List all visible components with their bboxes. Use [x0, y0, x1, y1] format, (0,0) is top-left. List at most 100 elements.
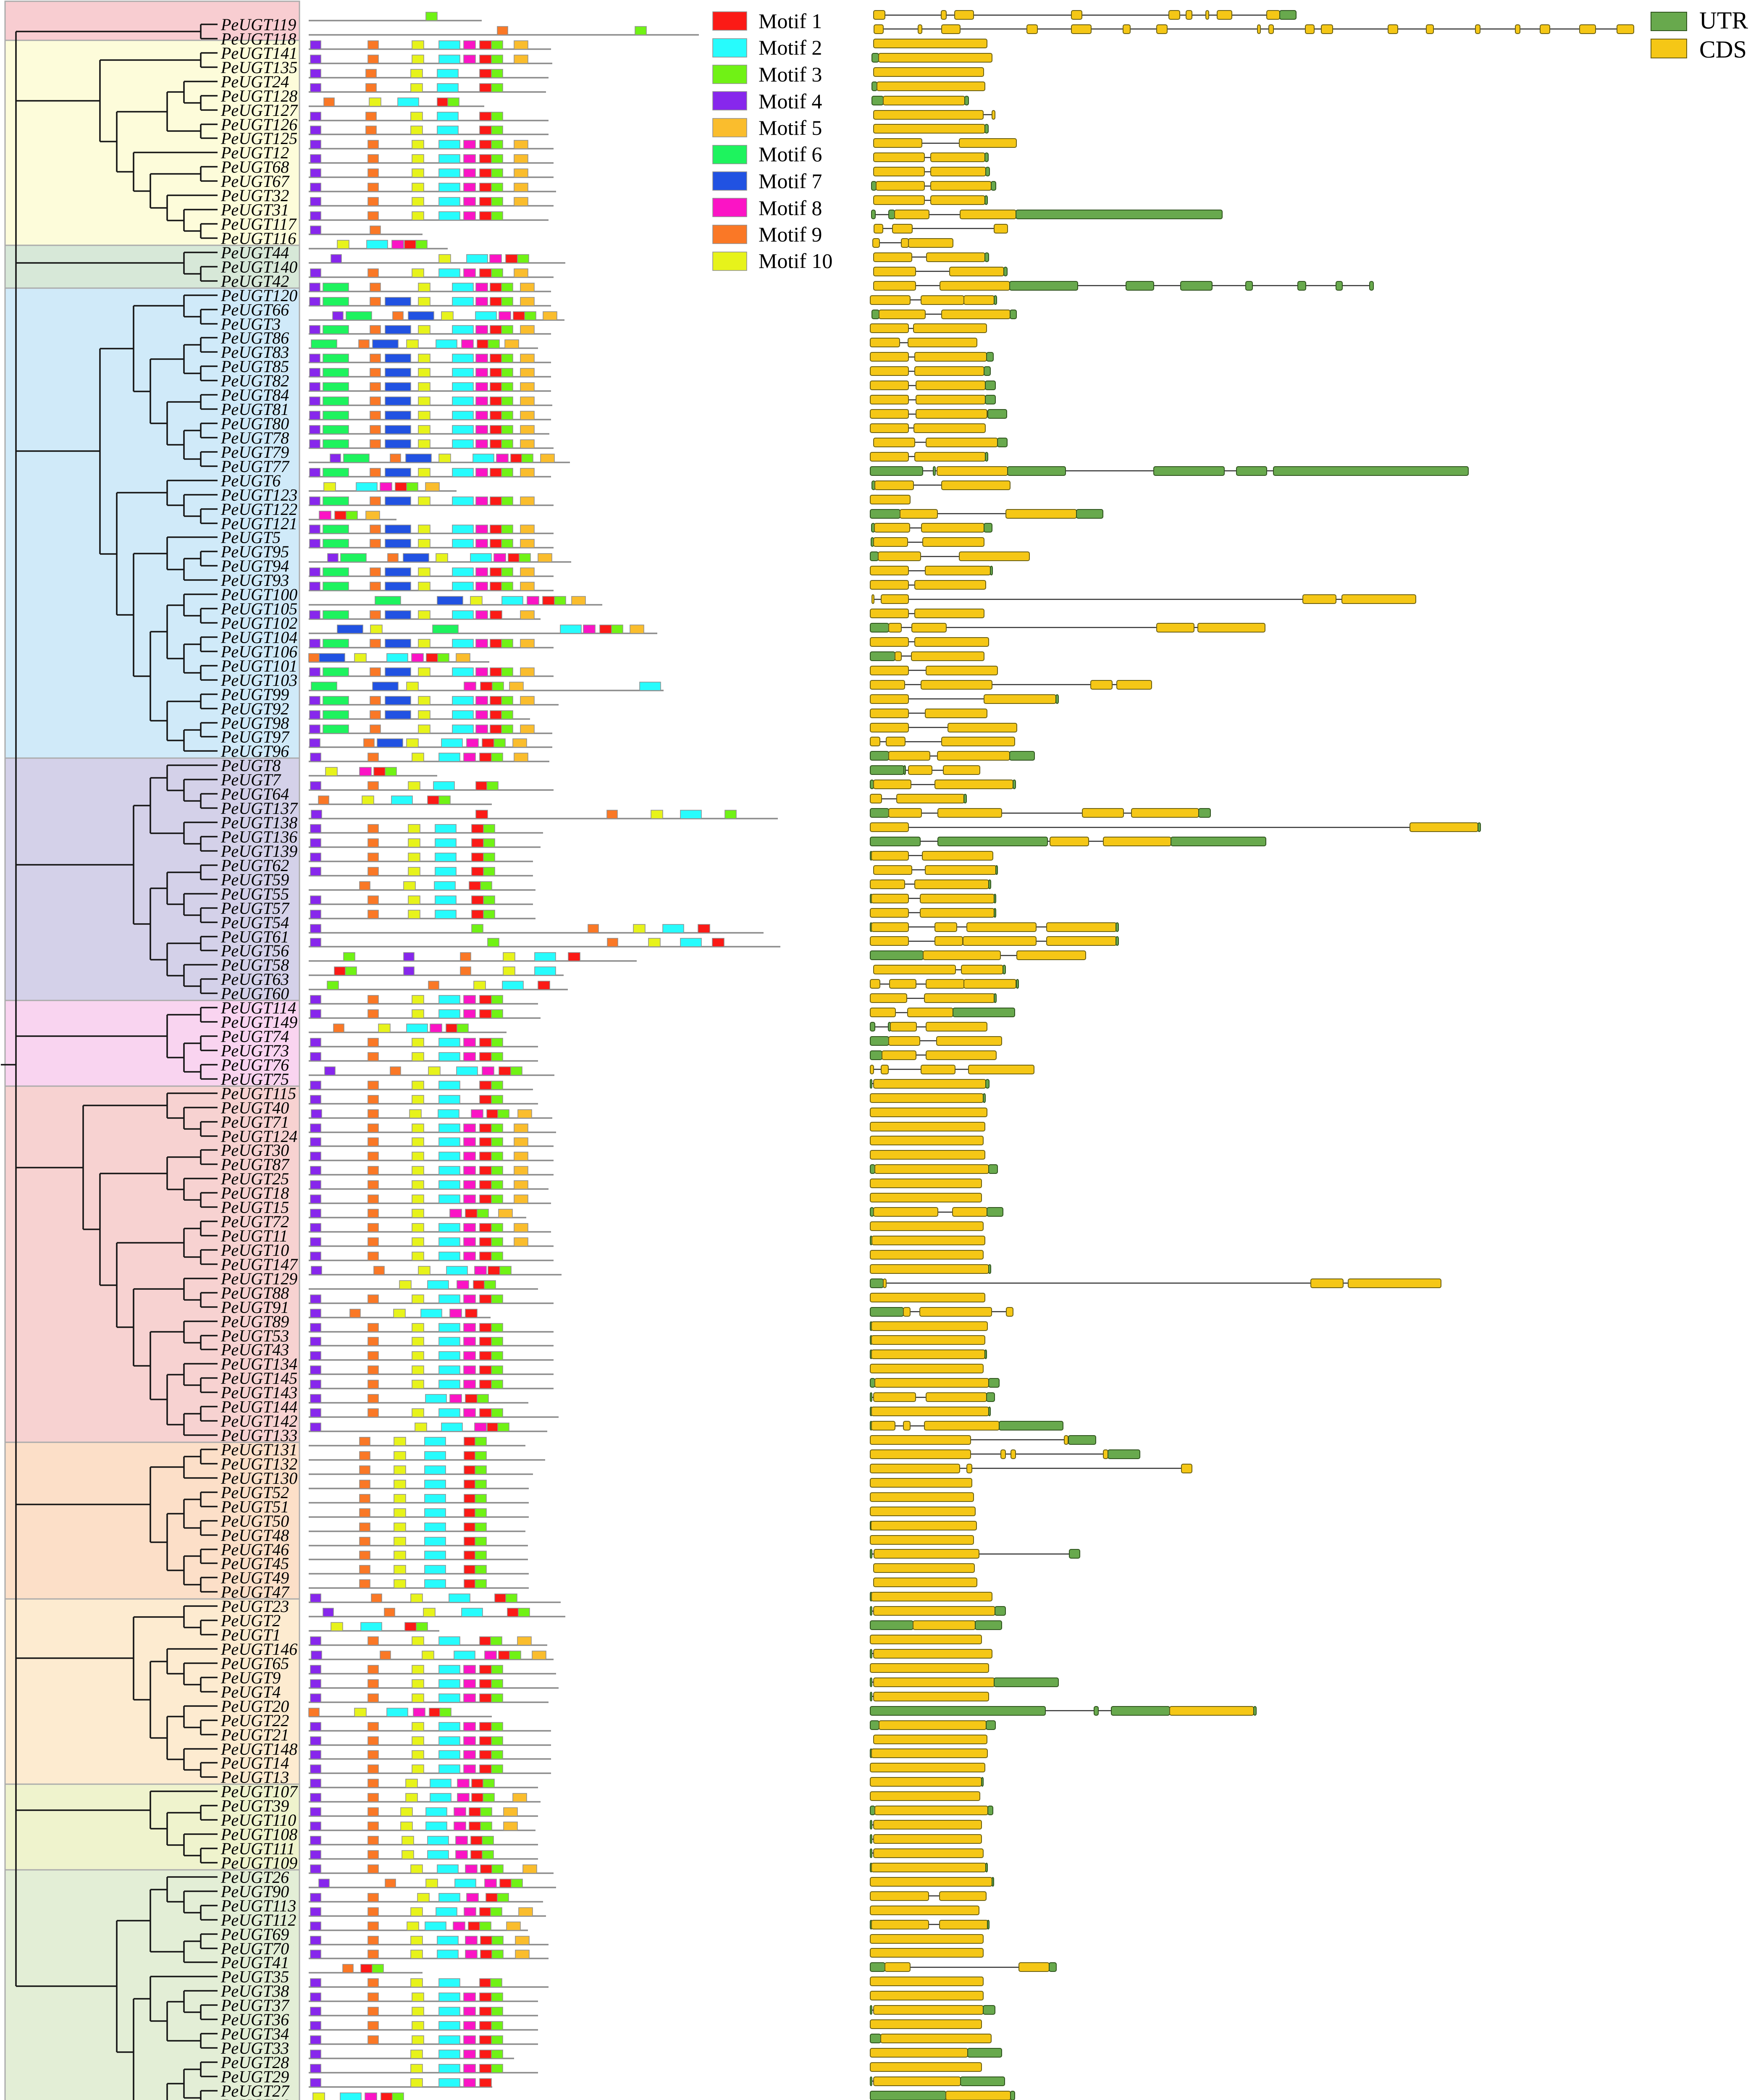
svg-text:PeUGT125: PeUGT125 — [220, 129, 297, 148]
svg-text:PeUGT113: PeUGT113 — [220, 1896, 296, 1915]
svg-text:PeUGT41: PeUGT41 — [220, 1953, 289, 1972]
svg-text:PeUGT56: PeUGT56 — [220, 941, 289, 960]
svg-text:PeUGT8: PeUGT8 — [220, 756, 281, 775]
svg-text:PeUGT40: PeUGT40 — [220, 1098, 289, 1117]
svg-text:PeUGT28: PeUGT28 — [220, 2053, 289, 2072]
svg-text:PeUGT75: PeUGT75 — [220, 1070, 289, 1089]
svg-text:PeUGT143: PeUGT143 — [220, 1383, 297, 1402]
svg-text:PeUGT48: PeUGT48 — [220, 1526, 289, 1545]
svg-text:PeUGT131: PeUGT131 — [220, 1440, 297, 1459]
svg-text:PeUGT80: PeUGT80 — [220, 414, 289, 433]
svg-text:PeUGT71: PeUGT71 — [220, 1113, 289, 1131]
svg-text:PeUGT59: PeUGT59 — [220, 870, 289, 889]
svg-text:PeUGT141: PeUGT141 — [220, 44, 297, 63]
svg-text:PeUGT120: PeUGT120 — [220, 286, 297, 305]
svg-text:PeUGT134: PeUGT134 — [220, 1354, 297, 1373]
svg-text:PeUGT7: PeUGT7 — [220, 770, 281, 789]
svg-text:PeUGT26: PeUGT26 — [220, 1868, 289, 1887]
svg-text:PeUGT116: PeUGT116 — [220, 229, 296, 248]
svg-text:PeUGT148: PeUGT148 — [220, 1740, 297, 1759]
svg-text:PeUGT15: PeUGT15 — [220, 1198, 289, 1217]
svg-text:PeUGT135: PeUGT135 — [220, 58, 297, 77]
svg-text:PeUGT103: PeUGT103 — [220, 671, 297, 690]
svg-text:PeUGT69: PeUGT69 — [220, 1925, 289, 1944]
svg-text:PeUGT123: PeUGT123 — [220, 486, 297, 504]
svg-text:PeUGT63: PeUGT63 — [220, 970, 289, 989]
svg-text:PeUGT94: PeUGT94 — [220, 556, 289, 575]
svg-text:PeUGT147: PeUGT147 — [220, 1255, 298, 1274]
svg-text:PeUGT1: PeUGT1 — [220, 1625, 281, 1644]
svg-text:Motif 5: Motif 5 — [759, 116, 822, 139]
svg-text:PeUGT34: PeUGT34 — [220, 2024, 289, 2043]
svg-text:PeUGT13: PeUGT13 — [220, 1768, 289, 1787]
svg-text:PeUGT133: PeUGT133 — [220, 1426, 297, 1445]
svg-text:PeUGT72: PeUGT72 — [220, 1212, 289, 1231]
svg-text:Motif 4: Motif 4 — [759, 89, 822, 113]
svg-text:PeUGT102: PeUGT102 — [220, 614, 297, 633]
svg-text:PeUGT14: PeUGT14 — [220, 1754, 289, 1772]
svg-text:PeUGT38: PeUGT38 — [220, 1982, 289, 2000]
svg-text:PeUGT64: PeUGT64 — [220, 785, 289, 803]
svg-text:PeUGT98: PeUGT98 — [220, 714, 289, 732]
svg-text:PeUGT45: PeUGT45 — [220, 1554, 289, 1573]
svg-text:PeUGT46: PeUGT46 — [220, 1540, 289, 1559]
svg-text:PeUGT21: PeUGT21 — [220, 1725, 289, 1744]
svg-text:PeUGT93: PeUGT93 — [220, 571, 289, 590]
svg-text:PeUGT60: PeUGT60 — [220, 984, 289, 1003]
svg-text:PeUGT97: PeUGT97 — [220, 727, 290, 746]
svg-text:PeUGT132: PeUGT132 — [220, 1454, 297, 1473]
svg-text:Motif 9: Motif 9 — [759, 223, 822, 246]
svg-text:PeUGT33: PeUGT33 — [220, 2039, 289, 2058]
svg-text:PeUGT65: PeUGT65 — [220, 1654, 289, 1673]
svg-text:PeUGT111: PeUGT111 — [220, 1839, 295, 1858]
svg-text:UTR: UTR — [1699, 7, 1748, 34]
svg-text:PeUGT5: PeUGT5 — [220, 528, 281, 547]
svg-text:PeUGT77: PeUGT77 — [220, 457, 290, 476]
svg-text:PeUGT105: PeUGT105 — [220, 599, 297, 618]
svg-text:PeUGT101: PeUGT101 — [220, 656, 297, 675]
svg-text:Motif 3: Motif 3 — [759, 63, 822, 86]
svg-text:PeUGT31: PeUGT31 — [220, 200, 289, 219]
svg-text:PeUGT119: PeUGT119 — [220, 15, 296, 34]
svg-text:PeUGT54: PeUGT54 — [220, 913, 289, 932]
svg-text:PeUGT138: PeUGT138 — [220, 813, 297, 832]
svg-text:PeUGT121: PeUGT121 — [220, 514, 297, 533]
svg-text:PeUGT23: PeUGT23 — [220, 1597, 289, 1616]
svg-text:CDS: CDS — [1699, 36, 1747, 63]
svg-text:PeUGT112: PeUGT112 — [220, 1911, 296, 1929]
svg-text:PeUGT128: PeUGT128 — [220, 87, 297, 105]
svg-text:PeUGT70: PeUGT70 — [220, 1939, 289, 1958]
svg-text:PeUGT37: PeUGT37 — [220, 1996, 290, 2015]
svg-text:PeUGT83: PeUGT83 — [220, 343, 289, 362]
svg-text:PeUGT11: PeUGT11 — [220, 1226, 288, 1245]
svg-text:PeUGT122: PeUGT122 — [220, 500, 297, 519]
svg-text:PeUGT52: PeUGT52 — [220, 1483, 289, 1502]
svg-text:PeUGT88: PeUGT88 — [220, 1284, 289, 1302]
svg-text:PeUGT61: PeUGT61 — [220, 927, 289, 946]
svg-text:PeUGT100: PeUGT100 — [220, 585, 297, 604]
svg-text:PeUGT84: PeUGT84 — [220, 386, 289, 404]
svg-text:PeUGT58: PeUGT58 — [220, 956, 289, 974]
svg-text:PeUGT9: PeUGT9 — [220, 1668, 281, 1687]
svg-text:PeUGT10: PeUGT10 — [220, 1241, 289, 1260]
svg-text:PeUGT126: PeUGT126 — [220, 115, 297, 134]
svg-text:PeUGT50: PeUGT50 — [220, 1512, 289, 1530]
svg-text:PeUGT6: PeUGT6 — [220, 471, 281, 490]
svg-text:PeUGT109: PeUGT109 — [220, 1853, 297, 1872]
svg-text:PeUGT91: PeUGT91 — [220, 1298, 289, 1317]
svg-text:PeUGT145: PeUGT145 — [220, 1369, 297, 1388]
svg-text:PeUGT39: PeUGT39 — [220, 1796, 289, 1815]
svg-text:PeUGT90: PeUGT90 — [220, 1882, 289, 1901]
svg-text:PeUGT99: PeUGT99 — [220, 685, 289, 704]
svg-text:PeUGT2: PeUGT2 — [220, 1611, 281, 1630]
svg-text:PeUGT51: PeUGT51 — [220, 1497, 289, 1516]
svg-text:PeUGT130: PeUGT130 — [220, 1469, 297, 1488]
svg-text:PeUGT66: PeUGT66 — [220, 300, 289, 319]
svg-text:PeUGT4: PeUGT4 — [220, 1683, 281, 1701]
svg-text:PeUGT127: PeUGT127 — [220, 101, 298, 120]
svg-text:PeUGT82: PeUGT82 — [220, 371, 289, 390]
svg-text:PeUGT106: PeUGT106 — [220, 642, 297, 661]
svg-text:PeUGT24: PeUGT24 — [220, 72, 289, 91]
svg-text:PeUGT104: PeUGT104 — [220, 628, 297, 647]
svg-text:PeUGT68: PeUGT68 — [220, 158, 289, 176]
